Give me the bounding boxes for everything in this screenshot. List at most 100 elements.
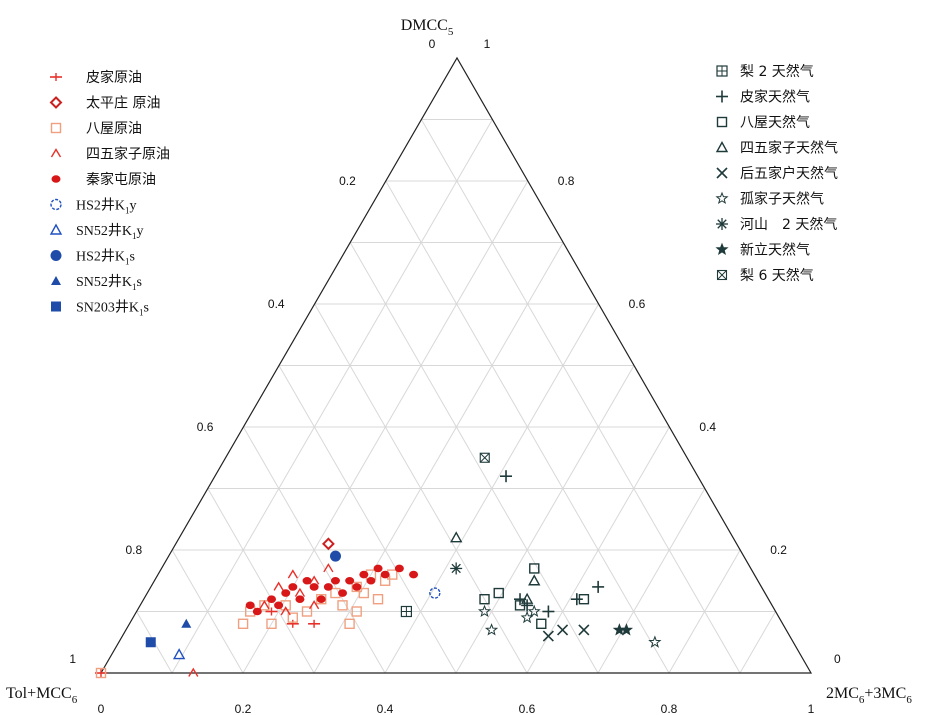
point-qinjiatun-oil (281, 589, 291, 597)
axis-title-right: 2MC6+3MC6 (826, 685, 912, 706)
legend-marker (50, 198, 62, 211)
point-gujiazi-gas (520, 610, 534, 624)
legend-marker (715, 141, 729, 153)
axis-title-text: 2MC (826, 685, 859, 702)
legend-label-tail: y (137, 224, 144, 239)
marker-shape (352, 583, 362, 591)
legend-label-text: 四五家子原油 (86, 146, 170, 163)
marker-shape (337, 600, 348, 611)
marker-shape (359, 570, 369, 579)
marker-shape (450, 531, 463, 543)
point-houwujiahu-gas (542, 630, 554, 642)
marker-shape (281, 589, 291, 597)
legend-label: 太平庄 原油 (86, 95, 160, 112)
legend-label-tail: s (137, 275, 142, 290)
point-bawu-oil (237, 618, 249, 629)
axis-title-sub: 6 (859, 694, 865, 706)
legend-label: 河山 2 天然气 (740, 216, 837, 233)
marker-shape (351, 606, 362, 617)
marker-shape (479, 452, 490, 463)
point-bawu-gas (578, 594, 590, 605)
marker-shape (266, 618, 277, 629)
legend-label: 皮家天然气 (740, 89, 810, 106)
point-pijia-gas (521, 599, 534, 612)
point-gujiazi-gas (648, 635, 662, 648)
grid-lines (136, 119, 777, 674)
legend-marker (51, 301, 61, 312)
point-bawu-gas (536, 618, 547, 629)
tick-label-bottom: 1 (808, 702, 815, 715)
tick-label-bottom: 0.6 (519, 702, 536, 715)
marker-shape (345, 576, 355, 585)
legend-label-sub: 1 (125, 257, 130, 267)
point-gujiazi-gas (527, 604, 541, 618)
tick-label-top-right: 1 (484, 37, 491, 51)
marker-shape (50, 198, 62, 211)
marker-shape (477, 604, 492, 618)
triangle-frame (99, 56, 813, 674)
tick-label-right: 0.8 (558, 174, 575, 188)
axis-title-left: Tol+MCC6 (6, 685, 78, 706)
marker-shape (429, 587, 441, 599)
marker-shape (323, 563, 334, 573)
point-qinjiatun-oil (309, 583, 319, 591)
marker-shape (372, 594, 384, 605)
marker-shape (366, 576, 376, 585)
marker-shape (274, 601, 284, 610)
point-gujiazi-gas (484, 623, 499, 636)
marker-shape (578, 624, 590, 636)
legend-label-text: 秦家屯原油 (86, 171, 156, 188)
marker-shape (302, 576, 312, 585)
axis-title-sub: 5 (448, 26, 454, 38)
legend-label: 四五家子天然气 (740, 140, 838, 157)
tick-label-left: 1 (69, 652, 76, 666)
legend-label: SN52井K1y (76, 223, 144, 241)
point-qinjiatun-oil (394, 564, 404, 573)
point-qinjiatun-oil (352, 583, 362, 591)
marker-shape (267, 595, 277, 603)
point-siwujiazi-oil (259, 599, 270, 610)
legend-label-text: 太平庄 原油 (86, 95, 160, 112)
marker-shape (479, 594, 490, 605)
point-hs2-k1y (429, 587, 441, 599)
legend-marker (51, 175, 61, 183)
marker-shape (301, 606, 313, 617)
legend-marker (50, 148, 62, 158)
legend-label-text: 八屋原油 (86, 121, 142, 137)
point-qinjiatun-oil (252, 607, 262, 616)
legend-label: SN52井K1s (76, 274, 142, 292)
grid-line (242, 426, 386, 674)
point-bawu-oil (372, 594, 384, 605)
axis-title-text: DMCC (401, 17, 448, 34)
marker-shape (295, 595, 305, 603)
point-bawu-oil (337, 600, 348, 611)
legend-label: 孤家子天然气 (740, 191, 824, 208)
marker-shape (95, 667, 107, 679)
legend-label: 八屋原油 (86, 121, 142, 137)
marker-shape (716, 269, 728, 281)
point-gujiazi-gas (477, 604, 492, 618)
legend-marker (716, 167, 728, 179)
marker-shape (528, 574, 541, 586)
point-qinjiatun-oil (345, 576, 355, 585)
legend-marker (715, 242, 729, 256)
point-li6-gas (479, 452, 490, 463)
marker-shape (188, 667, 199, 677)
tick-label-left: 0.4 (268, 297, 285, 311)
marker-shape (619, 623, 634, 636)
point-houwujiahu-gas (557, 624, 569, 636)
marker-shape (717, 219, 727, 229)
point-sn52-k1y (172, 648, 186, 660)
marker-shape (49, 223, 63, 235)
marker-shape (309, 583, 319, 591)
tick-label-right: 0.6 (629, 297, 646, 311)
marker-shape (245, 601, 255, 610)
point-qinjiatun-oil (288, 583, 298, 591)
grid-line (278, 365, 457, 674)
marker-shape (287, 569, 298, 579)
marker-shape (716, 116, 728, 128)
marker-shape (380, 570, 390, 579)
point-bawu-oil (358, 587, 370, 599)
